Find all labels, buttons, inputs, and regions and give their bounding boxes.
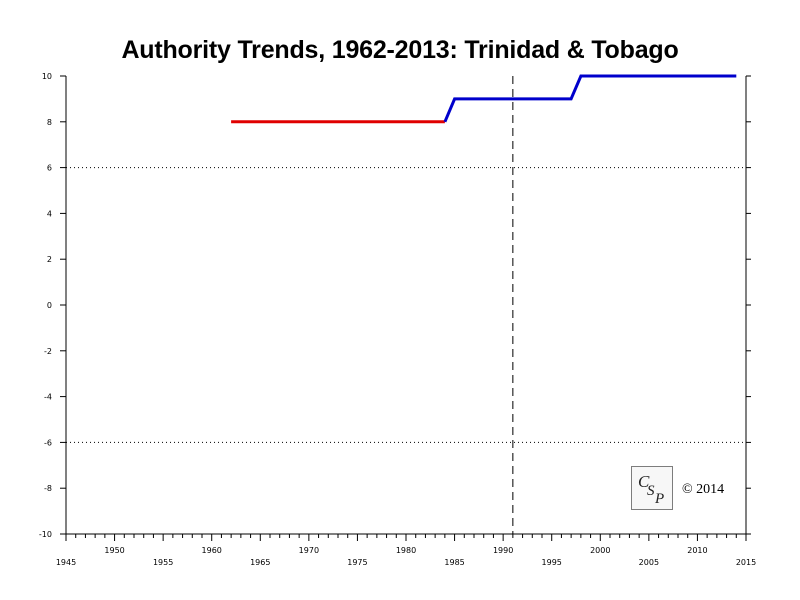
y-tick-label: -8 [44, 484, 52, 493]
y-tick-label: 10 [42, 72, 52, 81]
y-tick-label: -4 [44, 393, 52, 402]
y-tick-label: 2 [47, 255, 52, 264]
x-tick-label: 1970 [299, 546, 319, 555]
y-tick-label: 8 [47, 118, 52, 127]
x-tick-label: 1945 [56, 558, 76, 567]
y-tick-label: 0 [47, 301, 52, 310]
x-tick-label: 1975 [347, 558, 367, 567]
copyright-text: © 2014 [682, 482, 725, 497]
x-tick-label: 1985 [444, 558, 464, 567]
x-tick-label: 1955 [153, 558, 173, 567]
svg-text:P: P [654, 491, 664, 507]
svg-text:S: S [647, 483, 655, 499]
csp-logo: C S P [631, 466, 673, 510]
x-tick-label: 1995 [542, 558, 562, 567]
y-tick-label: -10 [39, 530, 52, 539]
x-tick-label: 1965 [250, 558, 270, 567]
x-tick-label: 1980 [396, 546, 416, 555]
x-tick-label: 1960 [202, 546, 222, 555]
y-tick-label: -6 [44, 438, 52, 447]
x-tick-label: 1950 [104, 546, 124, 555]
series-line-2 [443, 74, 737, 123]
y-tick-label: 6 [47, 164, 52, 173]
y-tick-label: 4 [47, 209, 52, 218]
x-tick-label: 2015 [736, 558, 756, 567]
x-tick-label: 1990 [493, 546, 513, 555]
x-tick-label: 2005 [639, 558, 659, 567]
chart-title: Authority Trends, 1962-2013: Trinidad & … [121, 36, 679, 64]
svg-text:C: C [638, 472, 650, 491]
x-tick-label: 2000 [590, 546, 610, 555]
x-tick-label: 2010 [687, 546, 707, 555]
y-tick-label: -2 [44, 347, 52, 356]
